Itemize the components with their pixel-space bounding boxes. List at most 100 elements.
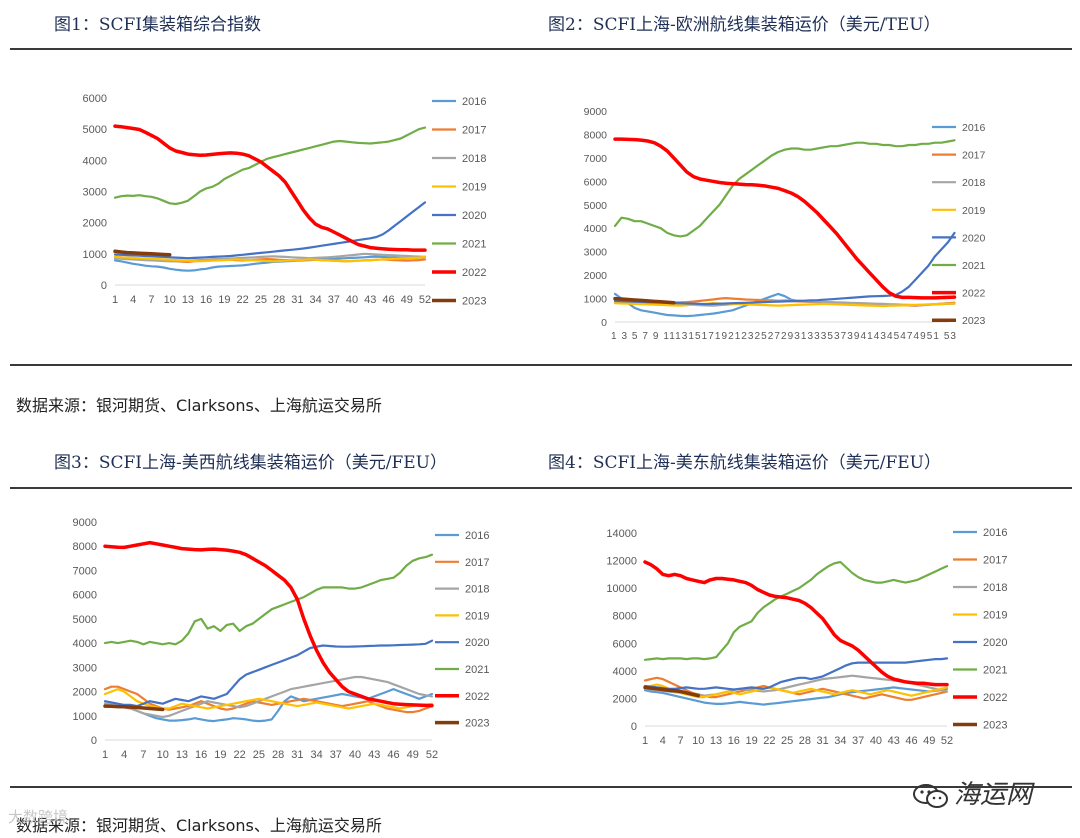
legend-label-2019: 2019 xyxy=(465,610,489,622)
series-line-2022 xyxy=(643,560,949,687)
y-tick-label: 7000 xyxy=(73,565,97,577)
legend-label-2021: 2021 xyxy=(465,664,489,676)
series-line-2020 xyxy=(613,231,956,306)
mid-rule-1 xyxy=(10,487,1072,489)
series-line-2021 xyxy=(643,560,949,661)
series-line-2020 xyxy=(113,201,427,260)
series-line-2019 xyxy=(613,302,956,308)
x-tick-label: 1 xyxy=(112,294,118,306)
y-tick-label: 1000 xyxy=(73,711,97,723)
chart-shanghai-us-west: 0 1000 2000 3000 4000 5000 6000 7000 8000 9000 1 4 7… xyxy=(73,517,490,761)
x-tick-label: 31 xyxy=(291,749,303,761)
legend-label-2017: 2017 xyxy=(983,555,1007,567)
x-tick-label: 40 xyxy=(349,749,361,761)
x-tick-label: 40 xyxy=(870,735,882,747)
x-tick-label: 28 xyxy=(799,735,811,747)
legend-label-2019: 2019 xyxy=(462,182,486,194)
top-rule-1 xyxy=(10,48,1072,50)
legend-label-2022: 2022 xyxy=(962,288,986,300)
x-tick-label: 10 xyxy=(692,735,704,747)
source-note-1: 数据来源：银河期货、Clarksons、上海航运交易所 xyxy=(16,396,382,415)
legend-label-2021: 2021 xyxy=(983,665,1007,677)
corner-watermark: 大数跨境 xyxy=(8,808,69,826)
series-line-2019 xyxy=(113,255,427,263)
chart2-title: 图2：SCFI上海-欧洲航线集装箱运价（美元/TEU） xyxy=(548,15,941,35)
series-line-2023 xyxy=(643,685,701,698)
y-tick-label: 3000 xyxy=(83,187,107,199)
x-tick-label: 52 xyxy=(426,749,438,761)
series-line-2021 xyxy=(113,126,427,206)
x-tick-label: 4 xyxy=(121,749,127,761)
x-tick-label: 25 xyxy=(781,735,793,747)
x-tick-label: 28 xyxy=(273,294,285,306)
y-tick-label: 5000 xyxy=(584,200,608,212)
series-line-2021 xyxy=(613,139,956,238)
x-tick-label: 25 xyxy=(255,294,267,306)
y-tick-label: 2000 xyxy=(584,270,608,282)
x-tick-label: 10 xyxy=(157,749,169,761)
y-tick-label: 2000 xyxy=(83,218,107,230)
watermark-text: 海运网 xyxy=(954,780,1033,810)
x-tick-label: 49 xyxy=(407,749,419,761)
x-tick-label: 7 xyxy=(148,294,154,306)
x-tick-label: 22 xyxy=(237,294,249,306)
series-line-2022 xyxy=(613,137,957,300)
y-tick-label: 14000 xyxy=(606,528,637,540)
series-line-2022 xyxy=(103,540,434,708)
y-tick-label: 3000 xyxy=(584,247,608,259)
y-tick-label: 7000 xyxy=(584,153,608,165)
x-tick-label: 25 xyxy=(253,749,265,761)
series-line-2020 xyxy=(103,639,434,708)
x-tick-label: 7 xyxy=(677,735,683,747)
chart4-title: 图4：SCFI上海-美东航线集装箱运价（美元/FEU） xyxy=(548,453,941,473)
x-tick-label: 43 xyxy=(368,749,380,761)
x-tick-label: 49 xyxy=(401,294,413,306)
series-line-2023 xyxy=(103,704,165,712)
y-tick-label: 8000 xyxy=(73,541,97,553)
series-line-2018 xyxy=(113,252,427,263)
y-tick-label: 0 xyxy=(91,735,97,747)
legend-label-2022: 2022 xyxy=(465,691,489,703)
x-tick-label: 31 xyxy=(291,294,303,306)
top-rule-2 xyxy=(10,364,1072,366)
x-tick-label: 10 xyxy=(164,294,176,306)
chart-scfi-composite: 0 1000 2000 3000 4000 5000 6000 1 4 7 10 13 16 19 22 25… xyxy=(83,93,487,308)
legend-label-2023: 2023 xyxy=(465,718,489,730)
legend-label-2016: 2016 xyxy=(983,527,1007,539)
y-tick-label: 4000 xyxy=(613,666,637,678)
y-tick-label: 4000 xyxy=(584,223,608,235)
x-tick-label: 7 xyxy=(140,749,146,761)
series-line-2023 xyxy=(613,296,676,305)
x-tick-label: 13 xyxy=(710,735,722,747)
y-tick-label: 6000 xyxy=(613,638,637,650)
x-tick-label: 52 xyxy=(941,735,953,747)
x-tick-label: 37 xyxy=(328,294,340,306)
y-tick-label: 12000 xyxy=(606,556,637,568)
legend-label-2021: 2021 xyxy=(962,260,986,272)
chart1-title: 图1：SCFI集装箱综合指数 xyxy=(54,15,261,35)
series-line-2020 xyxy=(643,657,949,691)
y-tick-label: 6000 xyxy=(83,93,107,105)
series-line-2016 xyxy=(643,686,949,706)
mid-rule-2 xyxy=(10,786,1072,788)
x-tick-label: 37 xyxy=(330,749,342,761)
y-tick-label: 3000 xyxy=(73,662,97,674)
x-tick-label: 19 xyxy=(745,735,757,747)
legend-label-2016: 2016 xyxy=(462,96,486,108)
y-tick-label: 0 xyxy=(601,317,607,329)
x-tick-label: 4 xyxy=(130,294,136,306)
series-line-2016 xyxy=(103,688,434,723)
x-tick-label: 37 xyxy=(852,735,864,747)
x-tick-label: 46 xyxy=(905,735,917,747)
y-tick-label: 4000 xyxy=(73,638,97,650)
x-tick-label: 49 xyxy=(923,735,935,747)
legend-label-2023: 2023 xyxy=(983,720,1007,732)
legend-label-2018: 2018 xyxy=(983,582,1007,594)
y-tick-label: 8000 xyxy=(613,611,637,623)
x-tick-label: 28 xyxy=(272,749,284,761)
series-line-2021 xyxy=(103,553,434,646)
x-tick-label: 16 xyxy=(195,749,207,761)
chart-shanghai-europe: 0 1000 2000 3000 4000 5000 6000 7000 8000 9000 1 3… xyxy=(584,106,986,342)
legend-label-2020: 2020 xyxy=(962,232,986,244)
x-tick-label: 4 xyxy=(660,735,666,747)
